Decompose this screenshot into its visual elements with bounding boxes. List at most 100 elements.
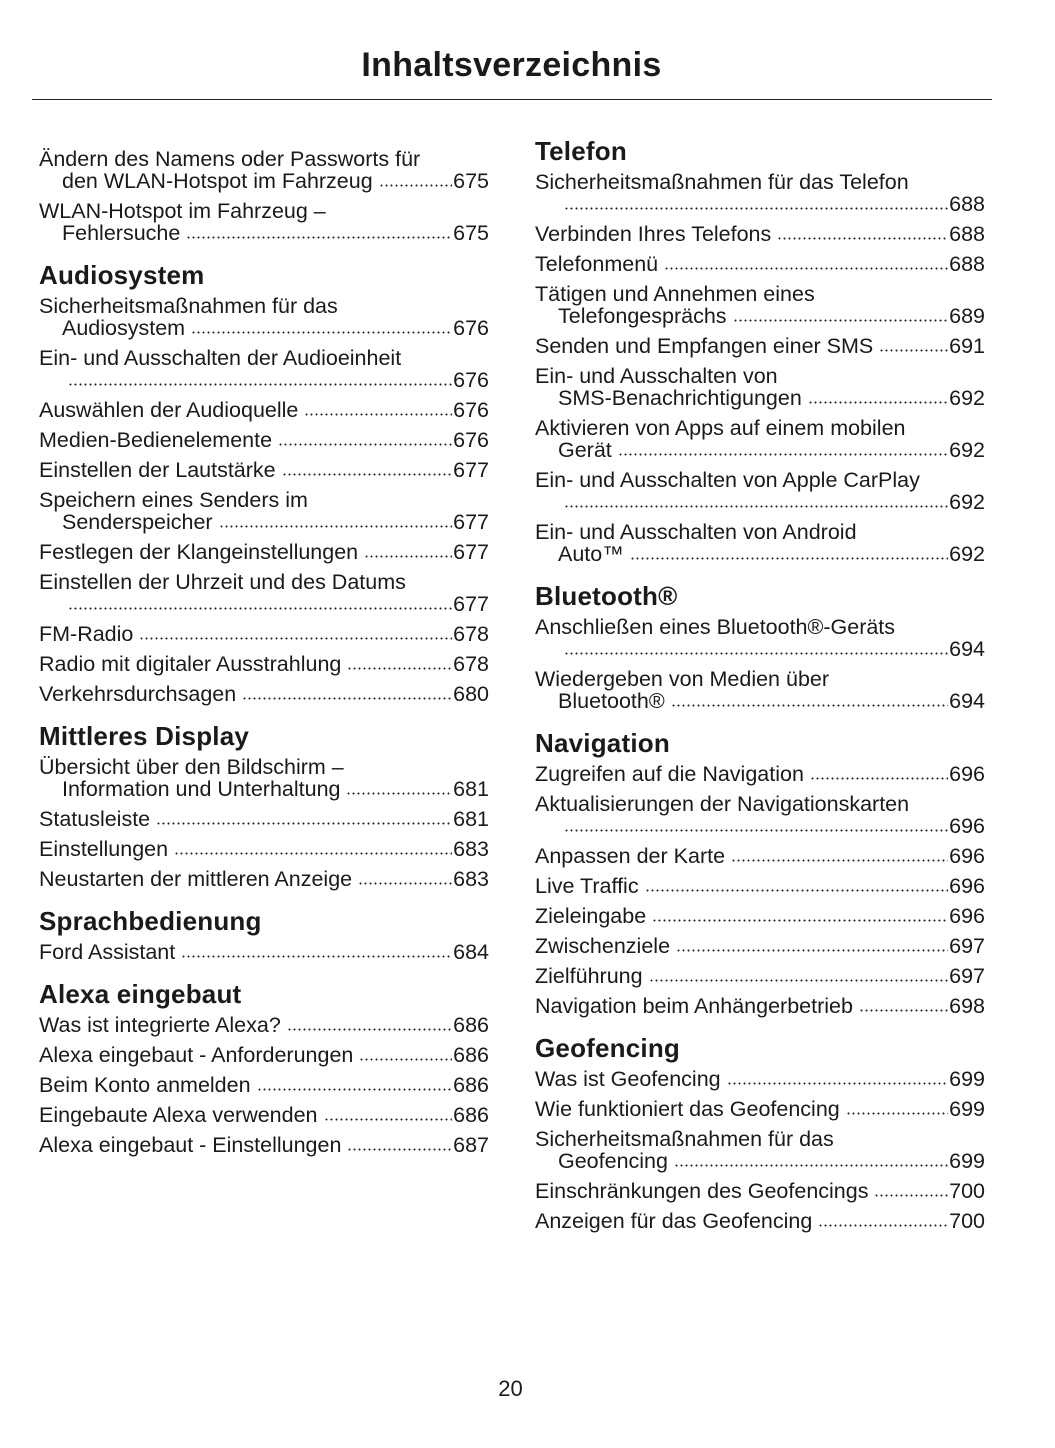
dot-leader [845,1112,949,1115]
entry-page-number: 700 [949,1209,985,1233]
toc-entry[interactable]: FM-Radio 678 [39,623,489,645]
section-heading: Sprachbedienung [39,906,262,936]
toc-entry[interactable]: Sicherheitsmaßnahmen für das Audiosystem 6… [39,295,489,339]
toc-entry[interactable]: Anzeigen für das Geofencing 700 [535,1210,985,1232]
toc-entry[interactable]: Ein- und Ausschalten von SMS-Benachrichti… [535,365,985,409]
dot-leader [139,637,453,640]
toc-entry[interactable]: Navigation beim Anhängerbetrieb 698 [535,995,985,1017]
dot-leader [564,829,949,832]
entry-title: Anzeigen für das Geofencing [535,1209,813,1233]
toc-entry[interactable]: Verbinden Ihres Telefons 688 [535,223,985,245]
toc-entry[interactable]: Alexa eingebaut - Einstellungen 687 [39,1134,489,1156]
toc-entry[interactable]: Statusleiste 681 [39,808,489,830]
entry-page-number: 675 [453,169,489,193]
entry-page-number: 699 [949,1097,985,1121]
toc-entry[interactable]: Wiedergeben von Medien über Bluetooth® 694 [535,668,985,712]
entry-title: Verkehrsdurchsagen [39,682,237,706]
toc-entry[interactable]: Sicherheitsmaßnahmen für das Telefon 688 [535,171,985,215]
entry-last-line: 694 [535,638,985,660]
entry-page-number: 677 [453,540,489,564]
entry-line: Einstellungen 683 [39,838,489,860]
toc-entry[interactable]: Verkehrsdurchsagen 680 [39,683,489,705]
toc-entry[interactable]: Zwischenziele 697 [535,935,985,957]
toc-entry[interactable]: Einstellungen 683 [39,838,489,860]
toc-entry[interactable]: Was ist integrierte Alexa? 686 [39,1014,489,1036]
entry-page-number: 689 [949,304,985,328]
entry-title: WLAN-Hotspot im Fahrzeug – [39,199,326,223]
toc-entry[interactable]: Eingebaute Alexa verwenden 686 [39,1104,489,1126]
toc-entry[interactable]: WLAN-Hotspot im Fahrzeug – Fehlersuche 675 [39,200,489,244]
toc-entry[interactable]: Übersicht über den Bildschirm – Informati… [39,756,489,800]
entry-page-number: 683 [453,867,489,891]
entry-line: Ford Assistant 684 [39,941,489,963]
entry-title: Senden und Empfangen einer SMS [535,334,874,358]
dot-leader [256,1088,453,1091]
entry-line: Verbinden Ihres Telefons 688 [535,223,985,245]
toc-entry[interactable]: Speichern eines Senders im Senderspeicher… [39,489,489,533]
toc-entry[interactable]: Anpassen der Karte 696 [535,845,985,867]
entry-page-number: 677 [453,510,489,534]
entry-line: Anpassen der Karte 696 [535,845,985,867]
entry-line: Was ist Geofencing 699 [535,1068,985,1090]
toc-entry[interactable]: Sicherheitsmaßnahmen für das Geofencing 69… [535,1128,985,1172]
toc-entry[interactable]: Wie funktioniert das Geofencing 699 [535,1098,985,1120]
toc-entry[interactable]: Anschließen eines Bluetooth®-Geräts 694 [535,616,985,660]
entry-title: Neustarten der mittleren Anzeige [39,867,353,891]
toc-entry[interactable]: Einschränkungen des Geofencings 700 [535,1180,985,1202]
toc-entry[interactable]: Senden und Empfangen einer SMS 691 [535,335,985,357]
entry-page-number: 686 [453,1043,489,1067]
entry-title-continued: Audiosystem [62,316,186,340]
dot-leader [807,401,949,404]
entry-page-number: 696 [949,874,985,898]
dot-leader [809,777,949,780]
section-heading: Bluetooth® [535,581,678,611]
entry-title: Navigation beim Anhängerbetrieb [535,994,853,1018]
section-heading: Geofencing [535,1033,681,1063]
toc-entry[interactable]: Auswählen der Audioquelle 676 [39,399,489,421]
entry-title: Telefonmenü [535,252,659,276]
entry-title-continued: Telefongesprächs [558,304,727,328]
toc-entry[interactable]: Medien-Bedienelemente 676 [39,429,489,451]
entry-last-line: Audiosystem 676 [39,317,489,339]
entry-page-number: 696 [949,762,985,786]
entry-page-number: 680 [453,682,489,706]
entry-last-line: Auto™ 692 [535,543,985,565]
toc-entry[interactable]: Beim Konto anmelden 686 [39,1074,489,1096]
toc-entry[interactable]: Neustarten der mittleren Anzeige 683 [39,868,489,890]
toc-entry[interactable]: Ein- und Ausschalten der Audioeinheit 676 [39,347,489,391]
entry-title: Anschließen eines Bluetooth®-Geräts [535,615,896,639]
toc-entry[interactable]: Aktualisierungen der Navigationskarten 69… [535,793,985,837]
section-heading: Audiosystem [39,260,205,290]
toc-entry[interactable]: Einstellen der Lautstärke 677 [39,459,489,481]
entry-title: Was ist Geofencing [535,1067,721,1091]
dot-leader [818,1224,949,1227]
dot-leader [278,443,453,446]
entry-page-number: 677 [453,592,489,616]
dot-leader [874,1194,949,1197]
entry-title: Sicherheitsmaßnahmen für das [535,1127,834,1151]
entry-title: Einschränkungen des Geofencings [535,1179,869,1203]
toc-entry[interactable]: Ein- und Ausschalten von Apple CarPlay 69… [535,469,985,513]
toc-entry[interactable]: Tätigen und Annehmen eines Telefongespräc… [535,283,985,327]
entry-title: Ein- und Ausschalten der Audioeinheit [39,346,402,370]
toc-entry[interactable]: Live Traffic 696 [535,875,985,897]
entry-title: Zwischenziele [535,934,671,958]
entry-last-line: Information und Unterhaltung 681 [39,778,489,800]
toc-entry[interactable]: Ändern des Namens oder Passworts für den … [39,148,489,192]
toc-entry[interactable]: Festlegen der Klangeinstellungen 677 [39,541,489,563]
entry-line: Verkehrsdurchsagen 680 [39,683,489,705]
toc-entry[interactable]: Radio mit digitaler Ausstrahlung 678 [39,653,489,675]
toc-entry[interactable]: Telefonmenü 688 [535,253,985,275]
toc-entry[interactable]: Zieleingabe 696 [535,905,985,927]
toc-entry[interactable]: Ein- und Ausschalten von Android Auto™ 692 [535,521,985,565]
toc-entry[interactable]: Aktivieren von Apps auf einem mobilen Ger… [535,417,985,461]
toc-entry[interactable]: Was ist Geofencing 699 [535,1068,985,1090]
toc-entry[interactable]: Einstellen der Uhrzeit und des Datums 677 [39,571,489,615]
toc-entry[interactable]: Ford Assistant 684 [39,941,489,963]
toc-entry[interactable]: Zielführung 697 [535,965,985,987]
entry-line: Alexa eingebaut - Einstellungen 687 [39,1134,489,1156]
toc-entry[interactable]: Zugreifen auf die Navigation 696 [535,763,985,785]
entry-page-number: 686 [453,1103,489,1127]
dot-leader [378,184,453,187]
toc-entry[interactable]: Alexa eingebaut - Anforderungen 686 [39,1044,489,1066]
